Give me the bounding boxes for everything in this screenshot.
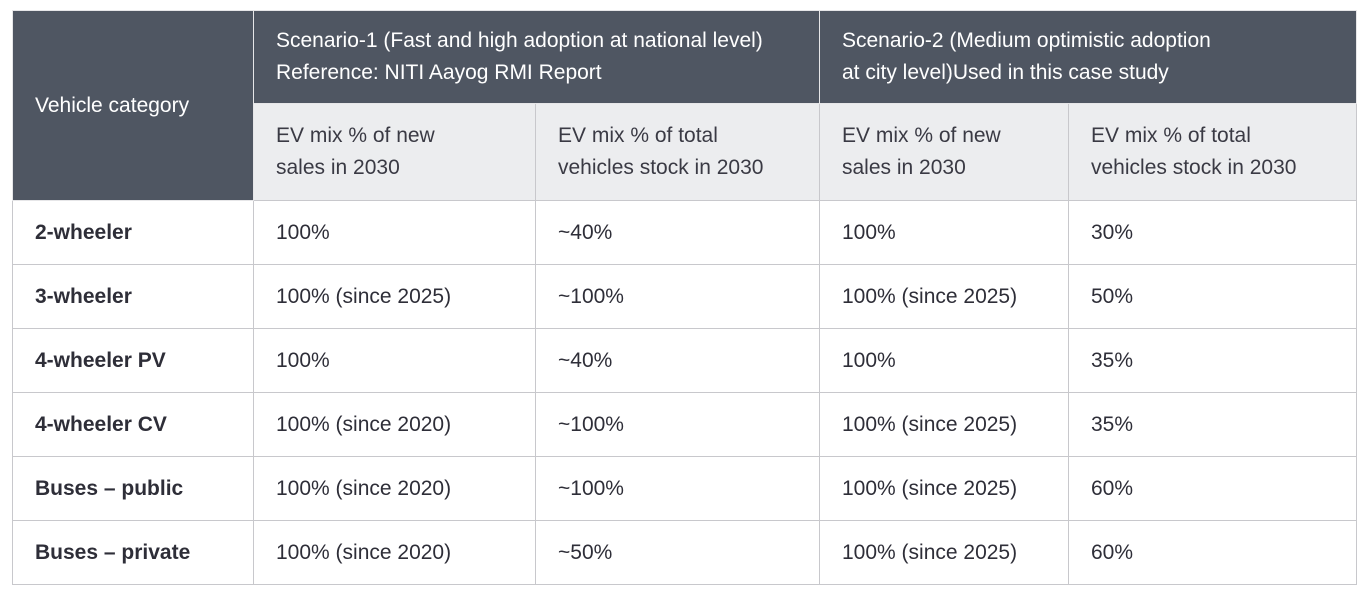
table-row: Buses – private 100% (since 2020) ~50% 1… [12,520,1357,585]
cell-s1-new-sales: 100% [253,200,536,265]
cell-s1-new-sales: 100% (since 2020) [253,392,536,457]
header-scenario-2: Scenario-2 (Medium optimistic adoption a… [819,10,1357,104]
cell-s2-stock: 35% [1068,392,1357,457]
subheader-s2-new-sales: EV mix % of new sales in 2030 [819,103,1069,201]
header-scenario-1-line1: Scenario-1 (Fast and high adoption at na… [276,29,763,52]
row-category: 4-wheeler PV [12,328,254,393]
ev-scenario-table-wrapper: Vehicle category Scenario-1 (Fast and hi… [12,10,1357,585]
cell-s2-stock: 50% [1068,264,1357,329]
cell-s2-new-sales: 100% [819,200,1069,265]
cell-s2-new-sales: 100% [819,328,1069,393]
cell-s2-new-sales: 100% (since 2025) [819,520,1069,585]
cell-s1-stock: ~100% [535,392,820,457]
cell-s1-stock: ~100% [535,456,820,521]
row-category: 3-wheeler [12,264,254,329]
cell-s2-stock: 60% [1068,456,1357,521]
table-row: 3-wheeler 100% (since 2025) ~100% 100% (… [12,264,1357,329]
header-vehicle-category: Vehicle category [12,10,254,201]
header-scenario-2-line2: at city level)Used in this case study [842,61,1169,84]
header-scenario-2-line1: Scenario-2 (Medium optimistic adoption [842,29,1211,52]
table-row: 4-wheeler CV 100% (since 2020) ~100% 100… [12,392,1357,457]
cell-s2-stock: 35% [1068,328,1357,393]
cell-s2-new-sales: 100% (since 2025) [819,392,1069,457]
header-scenario-1-line2: Reference: NITI Aayog RMI Report [276,61,602,84]
subheader-s1-new-sales: EV mix % of new sales in 2030 [253,103,536,201]
cell-s1-stock: ~50% [535,520,820,585]
header-row-top: Vehicle category Scenario-1 (Fast and hi… [12,10,1357,201]
header-row-sub: EV mix % of new sales in 2030 EV mix % o… [13,103,1357,201]
cell-s1-new-sales: 100% (since 2020) [253,456,536,521]
header-scenario-1: Scenario-1 (Fast and high adoption at na… [253,10,820,104]
row-category: Buses – public [12,456,254,521]
row-category: 2-wheeler [12,200,254,265]
cell-s2-new-sales: 100% (since 2025) [819,264,1069,329]
cell-s1-stock: ~40% [535,200,820,265]
table-row: 4-wheeler PV 100% ~40% 100% 35% [12,328,1357,393]
cell-s1-stock: ~40% [535,328,820,393]
cell-s1-stock: ~100% [535,264,820,329]
cell-s1-new-sales: 100% [253,328,536,393]
table-row: Buses – public 100% (since 2020) ~100% 1… [12,456,1357,521]
row-category: Buses – private [12,520,254,585]
cell-s2-stock: 30% [1068,200,1357,265]
row-category: 4-wheeler CV [12,392,254,457]
cell-s1-new-sales: 100% (since 2020) [253,520,536,585]
ev-scenario-table: Vehicle category Scenario-1 (Fast and hi… [12,10,1357,585]
table-row: 2-wheeler 100% ~40% 100% 30% [12,200,1357,265]
cell-s2-stock: 60% [1068,520,1357,585]
subheader-s1-stock: EV mix % of total vehicles stock in 2030 [535,103,820,201]
subheader-s2-stock: EV mix % of total vehicles stock in 2030 [1068,103,1357,201]
cell-s2-new-sales: 100% (since 2025) [819,456,1069,521]
cell-s1-new-sales: 100% (since 2025) [253,264,536,329]
